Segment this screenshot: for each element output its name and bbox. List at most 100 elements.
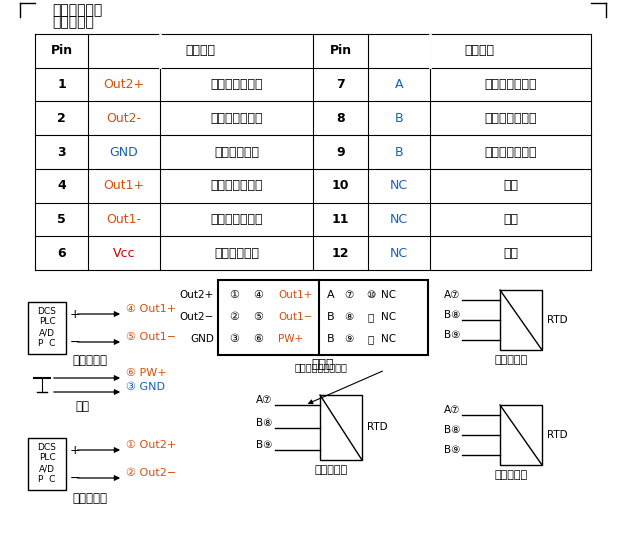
Text: ⑪: ⑪ [367, 312, 374, 322]
Text: DCS: DCS [38, 443, 56, 452]
Text: B⑨: B⑨ [444, 330, 460, 340]
Bar [28, 438, 66, 490]
Text: 输出信号２正端: 输出信号２正端 [210, 78, 263, 91]
Text: ① Out2+: ① Out2+ [126, 440, 177, 450]
Text: 不用接或接到１２脚: 不用接或接到１２脚 [295, 362, 348, 372]
Text: ④: ④ [253, 290, 263, 300]
Text: ⑤ Out1−: ⑤ Out1− [126, 332, 176, 342]
Text: ③ GND: ③ GND [126, 382, 165, 392]
Text: 辅助电源负端: 辅助电源负端 [214, 146, 259, 158]
Bar [320, 395, 362, 460]
Text: ⑥: ⑥ [253, 334, 263, 344]
Bar [500, 405, 542, 465]
Text: GND: GND [110, 146, 138, 158]
Text: A/D: A/D [39, 465, 55, 474]
Text: 12: 12 [332, 246, 349, 260]
Text: B⑧: B⑧ [444, 310, 460, 320]
Text: B⑧: B⑧ [444, 425, 460, 435]
Text: A: A [395, 78, 403, 91]
Text: 辅助电源正端: 辅助电源正端 [214, 246, 259, 260]
Text: NC: NC [390, 213, 408, 226]
Bar [500, 290, 542, 350]
Text: A: A [327, 290, 335, 300]
Text: Out1−: Out1− [278, 312, 312, 322]
Text: 1: 1 [57, 78, 66, 91]
Text: RTD: RTD [367, 422, 387, 432]
Text: ①: ① [229, 290, 239, 300]
Text: 5: 5 [57, 213, 66, 226]
Text: NC: NC [381, 312, 396, 322]
Text: 空脚: 空脚 [503, 213, 518, 226]
Text: B⑨: B⑨ [255, 440, 272, 450]
Text: B: B [327, 312, 335, 322]
Text: 信号输出２: 信号输出２ [73, 492, 108, 504]
Text: 6: 6 [57, 246, 66, 260]
Text: B⑧: B⑧ [255, 417, 272, 427]
Text: Out1+: Out1+ [103, 179, 145, 192]
Text: 两线热电阻: 两线热电阻 [495, 470, 528, 480]
Text: ⑤: ⑤ [253, 312, 263, 322]
Bar [218, 280, 428, 355]
Bar [28, 302, 66, 354]
Text: A/D: A/D [39, 328, 55, 338]
Text: PLC: PLC [39, 317, 55, 327]
Text: Out2-: Out2- [106, 112, 141, 125]
Text: ⑩: ⑩ [366, 290, 376, 300]
Text: 11: 11 [332, 213, 349, 226]
Text: GND: GND [190, 334, 214, 344]
Text: 三线热电阻: 三线热电阻 [495, 355, 528, 365]
Text: 热电阻输入Ｂ端: 热电阻输入Ｂ端 [485, 112, 536, 125]
Text: A⑦: A⑦ [444, 290, 460, 300]
Text: 热电阻输入Ｂ端: 热电阻输入Ｂ端 [485, 146, 536, 158]
Text: 引脚功能: 引脚功能 [464, 45, 495, 57]
Text: 信号输出１: 信号输出１ [73, 355, 108, 367]
Text: 输出信号１负端: 输出信号１负端 [210, 213, 263, 226]
Text: Pin: Pin [329, 45, 352, 57]
Text: P  C: P C [38, 476, 56, 485]
Text: ⑦: ⑦ [344, 290, 354, 300]
Text: Out1+: Out1+ [278, 290, 312, 300]
Text: −: − [70, 336, 81, 349]
Text: 热电阻输入Ａ端: 热电阻输入Ａ端 [485, 78, 536, 91]
Text: Out2+: Out2+ [103, 78, 145, 91]
Text: 4: 4 [57, 179, 66, 192]
Text: +: + [70, 307, 81, 321]
Text: ④ Out1+: ④ Out1+ [126, 304, 176, 314]
Text: A⑦: A⑦ [444, 405, 460, 415]
Text: Vcc: Vcc [113, 246, 135, 260]
Text: NC: NC [381, 290, 396, 300]
Text: ②: ② [229, 312, 239, 322]
Text: −: − [70, 471, 81, 485]
Text: ⑫: ⑫ [367, 334, 374, 344]
Text: ⑧: ⑧ [344, 312, 354, 322]
Text: PW+: PW+ [278, 334, 303, 344]
Text: ⑨: ⑨ [344, 334, 354, 344]
Text: 7: 7 [336, 78, 345, 91]
Text: Out2−: Out2− [180, 312, 214, 322]
Text: B: B [394, 112, 403, 125]
Text: 引脚功能: 引脚功能 [185, 45, 215, 57]
Text: B: B [394, 146, 403, 158]
Text: Out2+: Out2+ [180, 290, 214, 300]
Text: 8: 8 [336, 112, 345, 125]
Text: ③: ③ [229, 334, 239, 344]
Text: 产品接线图：: 产品接线图： [52, 3, 102, 17]
Text: 2: 2 [57, 112, 66, 125]
Text: 输出信号２负端: 输出信号２负端 [210, 112, 263, 125]
Text: 电源: 电源 [75, 400, 89, 414]
Text: Out1-: Out1- [106, 213, 141, 226]
Text: B: B [327, 334, 335, 344]
Text: 3: 3 [57, 146, 66, 158]
Text: 10: 10 [332, 179, 349, 192]
Text: NC: NC [390, 246, 408, 260]
Text: PLC: PLC [39, 454, 55, 463]
Text: RTD: RTD [547, 430, 568, 440]
Text: 空脚: 空脚 [503, 179, 518, 192]
Text: 引脚定义：: 引脚定义： [52, 15, 94, 29]
Text: 顶视图: 顶视图 [312, 359, 334, 371]
Text: RTD: RTD [547, 315, 568, 325]
Text: 输出信号１正端: 输出信号１正端 [210, 179, 263, 192]
Text: +: + [70, 443, 81, 456]
Text: P  C: P C [38, 339, 56, 349]
Text: B⑨: B⑨ [444, 445, 460, 455]
